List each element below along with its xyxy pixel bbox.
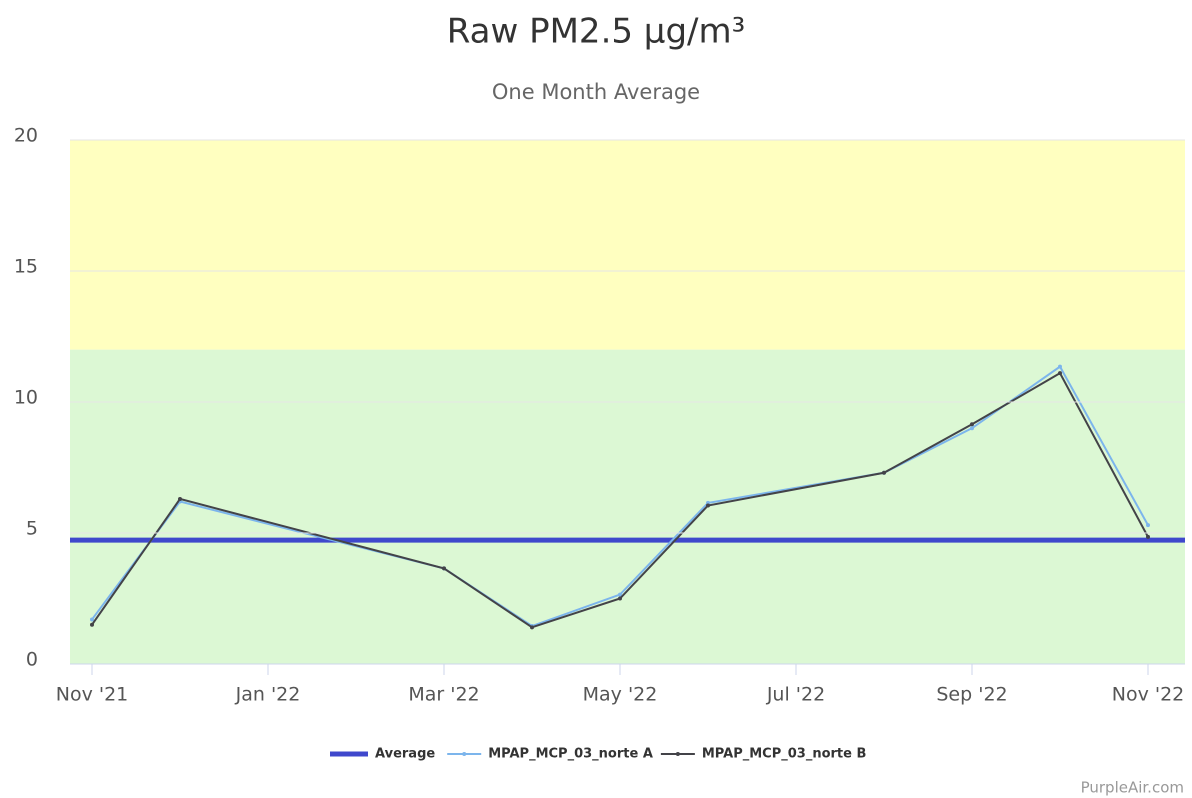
point	[970, 422, 974, 427]
point	[1058, 364, 1062, 369]
x-tick-label: Mar '22	[408, 684, 479, 706]
plot-band	[70, 140, 1185, 350]
point	[1146, 534, 1150, 539]
x-tick-label: Nov '22	[1112, 684, 1185, 706]
y-tick-label: 20	[14, 125, 38, 147]
point	[1058, 371, 1062, 376]
x-tick-label: Nov '21	[56, 684, 129, 706]
point	[178, 496, 182, 501]
x-tick-label: Jul '22	[766, 684, 825, 706]
y-tick-label: 5	[26, 518, 38, 540]
point	[618, 596, 622, 601]
point	[618, 592, 622, 597]
legend: Average MPAP_MCP_03_norte A MPAP_MCP_03_no…	[330, 747, 866, 762]
point	[706, 503, 710, 508]
series-line	[91, 365, 1149, 628]
legend-symbol-marker	[675, 752, 680, 756]
series-line	[91, 371, 1149, 629]
point	[530, 625, 534, 630]
legend-label: MPAP_MCP_03_norte B	[702, 747, 867, 762]
legend-label: Average	[375, 747, 435, 762]
point	[442, 566, 446, 571]
x-tick-label: Sep '22	[936, 684, 1007, 706]
point	[90, 617, 94, 622]
x-tick-label: Jan '22	[235, 684, 301, 706]
x-tick-label: May '22	[583, 684, 658, 706]
legend-label: MPAP_MCP_03_norte A	[488, 747, 653, 762]
point	[882, 470, 886, 475]
chart-title: Raw PM2.5 µg/m³	[447, 12, 745, 52]
legend-symbol-marker	[462, 752, 467, 756]
point	[1146, 523, 1150, 528]
axes: 0 5 10 15 20 Nov '21 Jan '22 Mar '22 May '22 Jul …	[14, 125, 1185, 706]
point	[970, 426, 974, 431]
y-tick-label: 10	[14, 387, 38, 409]
credit: PurpleAir.com	[1081, 779, 1184, 797]
point	[90, 622, 94, 627]
y-tick-label: 0	[26, 649, 38, 671]
chart-subtitle: One Month Average	[492, 80, 700, 104]
y-tick-label: 15	[14, 256, 38, 278]
